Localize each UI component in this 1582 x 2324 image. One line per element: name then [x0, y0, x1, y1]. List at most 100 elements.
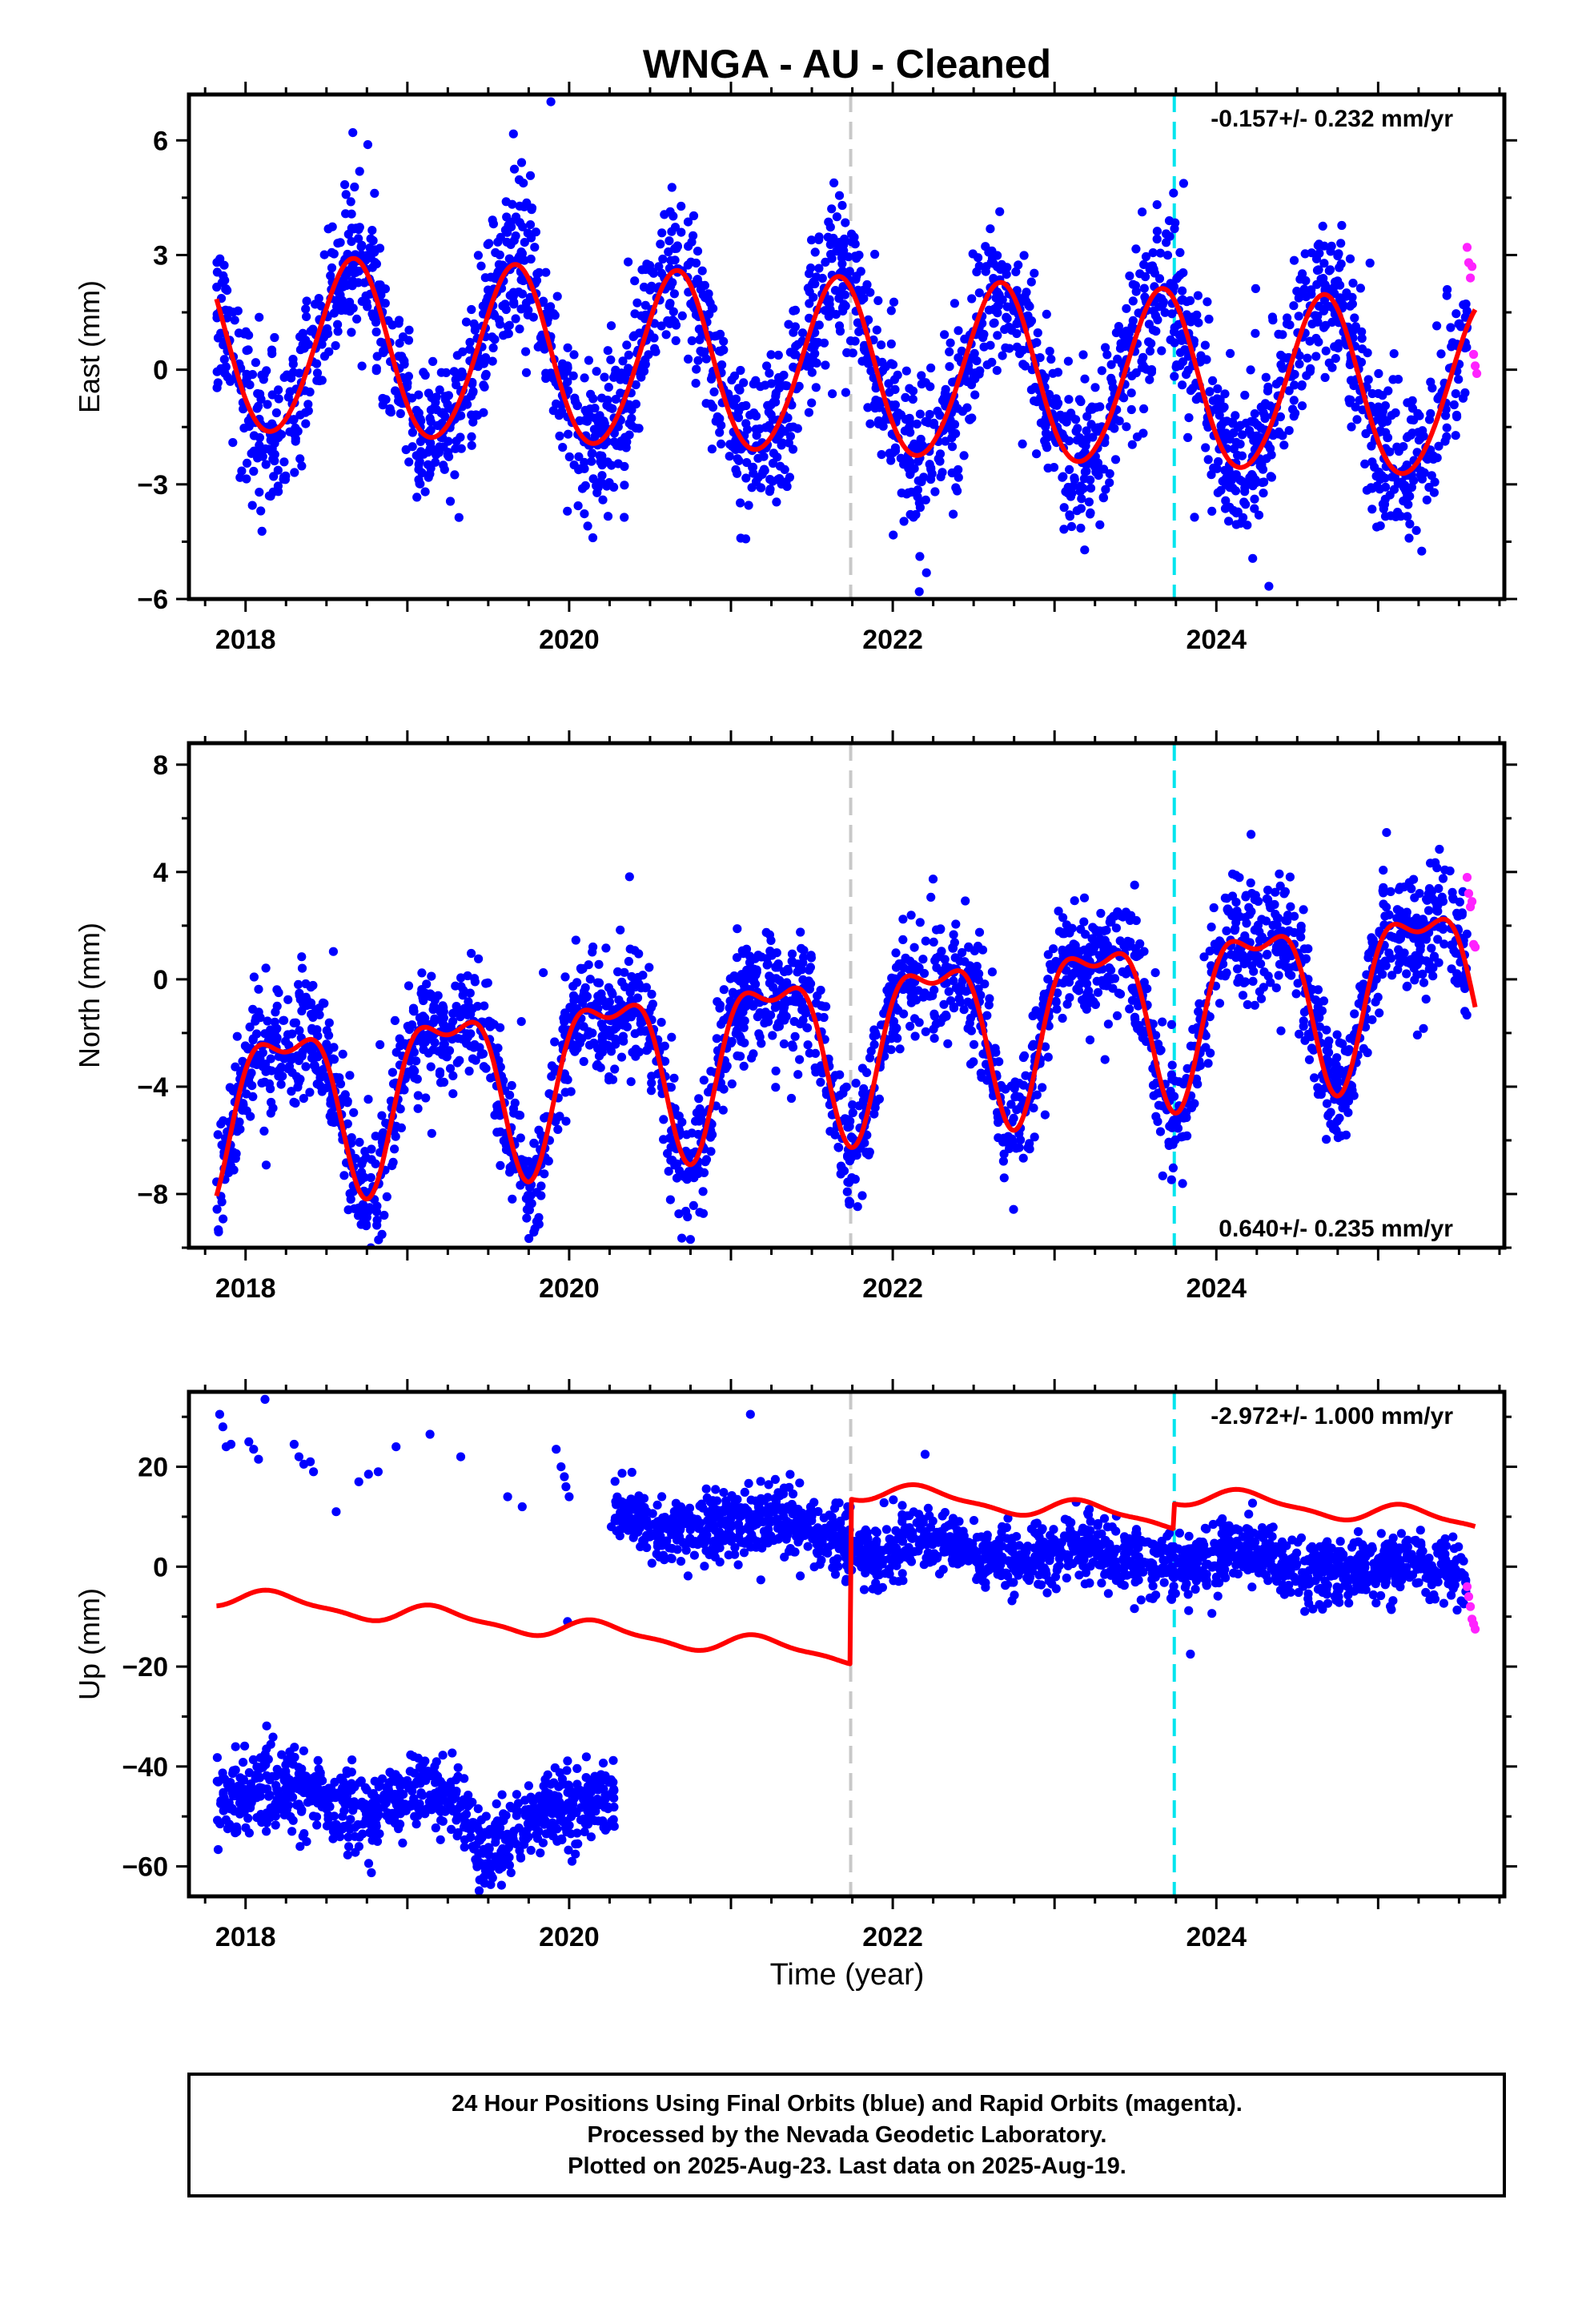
- data-point: [1200, 340, 1210, 350]
- data-point: [443, 450, 452, 460]
- data-point: [1080, 545, 1090, 555]
- data-point: [348, 304, 358, 313]
- data-point: [1229, 428, 1239, 438]
- data-point: [1313, 1083, 1323, 1092]
- data-point: [1062, 920, 1071, 930]
- data-point: [1418, 969, 1427, 979]
- data-point: [249, 972, 259, 982]
- data-point: [255, 440, 264, 450]
- data-point: [1199, 355, 1209, 364]
- data-point: [901, 392, 910, 402]
- data-point: [1139, 283, 1149, 293]
- data-point: [749, 379, 758, 389]
- data-point: [1073, 424, 1082, 433]
- data-point: [355, 1137, 364, 1147]
- data-point: [739, 1023, 749, 1032]
- data-point: [1125, 915, 1135, 925]
- data-point: [580, 983, 590, 992]
- data-point: [248, 1004, 258, 1014]
- data-point: [1326, 1120, 1335, 1129]
- data-point: [1247, 961, 1257, 971]
- data-point: [741, 400, 751, 411]
- data-point: [1381, 482, 1391, 492]
- data-point: [426, 417, 436, 427]
- data-point: [1322, 1025, 1331, 1035]
- data-point: [1340, 1046, 1350, 1055]
- data-point: [1151, 1112, 1161, 1121]
- data-point: [1122, 326, 1131, 336]
- data-point: [1146, 339, 1156, 348]
- data-point: [520, 238, 529, 247]
- data-point: [1052, 1004, 1062, 1014]
- data-point: [1169, 188, 1178, 198]
- data-point: [649, 319, 660, 328]
- data-point: [448, 1089, 458, 1099]
- data-point: [789, 328, 798, 337]
- data-point: [302, 296, 311, 306]
- data-point: [968, 249, 978, 259]
- data-point: [738, 975, 748, 984]
- data-point: [450, 470, 460, 480]
- data-point: [1432, 321, 1442, 331]
- data-point: [1262, 950, 1271, 960]
- data-point: [1261, 372, 1271, 382]
- data-point: [1209, 903, 1219, 913]
- data-point: [1032, 338, 1042, 348]
- data-point: [1311, 995, 1320, 1005]
- data-point: [1132, 432, 1142, 442]
- data-point: [370, 258, 379, 267]
- data-point: [1318, 221, 1327, 231]
- data-point: [850, 251, 860, 261]
- data-point: [1331, 1126, 1341, 1136]
- data-point: [481, 369, 491, 380]
- data-point: [584, 356, 594, 365]
- data-point: [515, 201, 524, 211]
- data-point: [756, 483, 765, 493]
- data-point: [242, 369, 251, 379]
- data-point: [1429, 951, 1439, 961]
- data-point: [282, 370, 291, 380]
- data-point: [1319, 296, 1330, 305]
- data-point: [1417, 546, 1427, 556]
- data-point: [905, 1021, 915, 1031]
- rapid-point: [1466, 273, 1476, 283]
- data-point: [1086, 420, 1096, 429]
- data-point: [729, 989, 738, 999]
- data-point: [618, 356, 628, 366]
- data-point: [1289, 255, 1299, 265]
- data-point: [1149, 1091, 1158, 1100]
- data-point: [1314, 265, 1323, 275]
- data-point: [665, 319, 675, 328]
- data-point: [1256, 994, 1267, 1003]
- data-point: [830, 286, 841, 296]
- data-point: [742, 458, 752, 468]
- data-point: [476, 261, 486, 271]
- data-point: [1235, 420, 1245, 430]
- data-point: [457, 367, 467, 377]
- data-point: [773, 350, 783, 360]
- data-point: [712, 1034, 721, 1043]
- data-point: [242, 346, 251, 356]
- data-point: [1350, 1009, 1359, 1019]
- data-point: [921, 416, 930, 427]
- data-point: [771, 1083, 781, 1092]
- data-point: [832, 212, 841, 222]
- data-point: [1106, 360, 1116, 369]
- data-point: [954, 994, 964, 1003]
- data-point: [345, 1071, 355, 1080]
- data-point: [1169, 282, 1179, 292]
- data-point: [338, 282, 347, 292]
- data-point: [1298, 269, 1307, 279]
- data-point: [901, 366, 911, 376]
- data-point: [972, 356, 982, 366]
- data-point: [1209, 463, 1219, 473]
- data-point: [1208, 376, 1218, 385]
- data-point: [814, 235, 824, 244]
- data-point: [1178, 179, 1188, 188]
- data-point: [1389, 349, 1399, 359]
- data-point: [276, 1063, 286, 1072]
- data-point: [349, 1108, 359, 1117]
- data-point: [456, 432, 465, 442]
- data-point: [1065, 510, 1074, 520]
